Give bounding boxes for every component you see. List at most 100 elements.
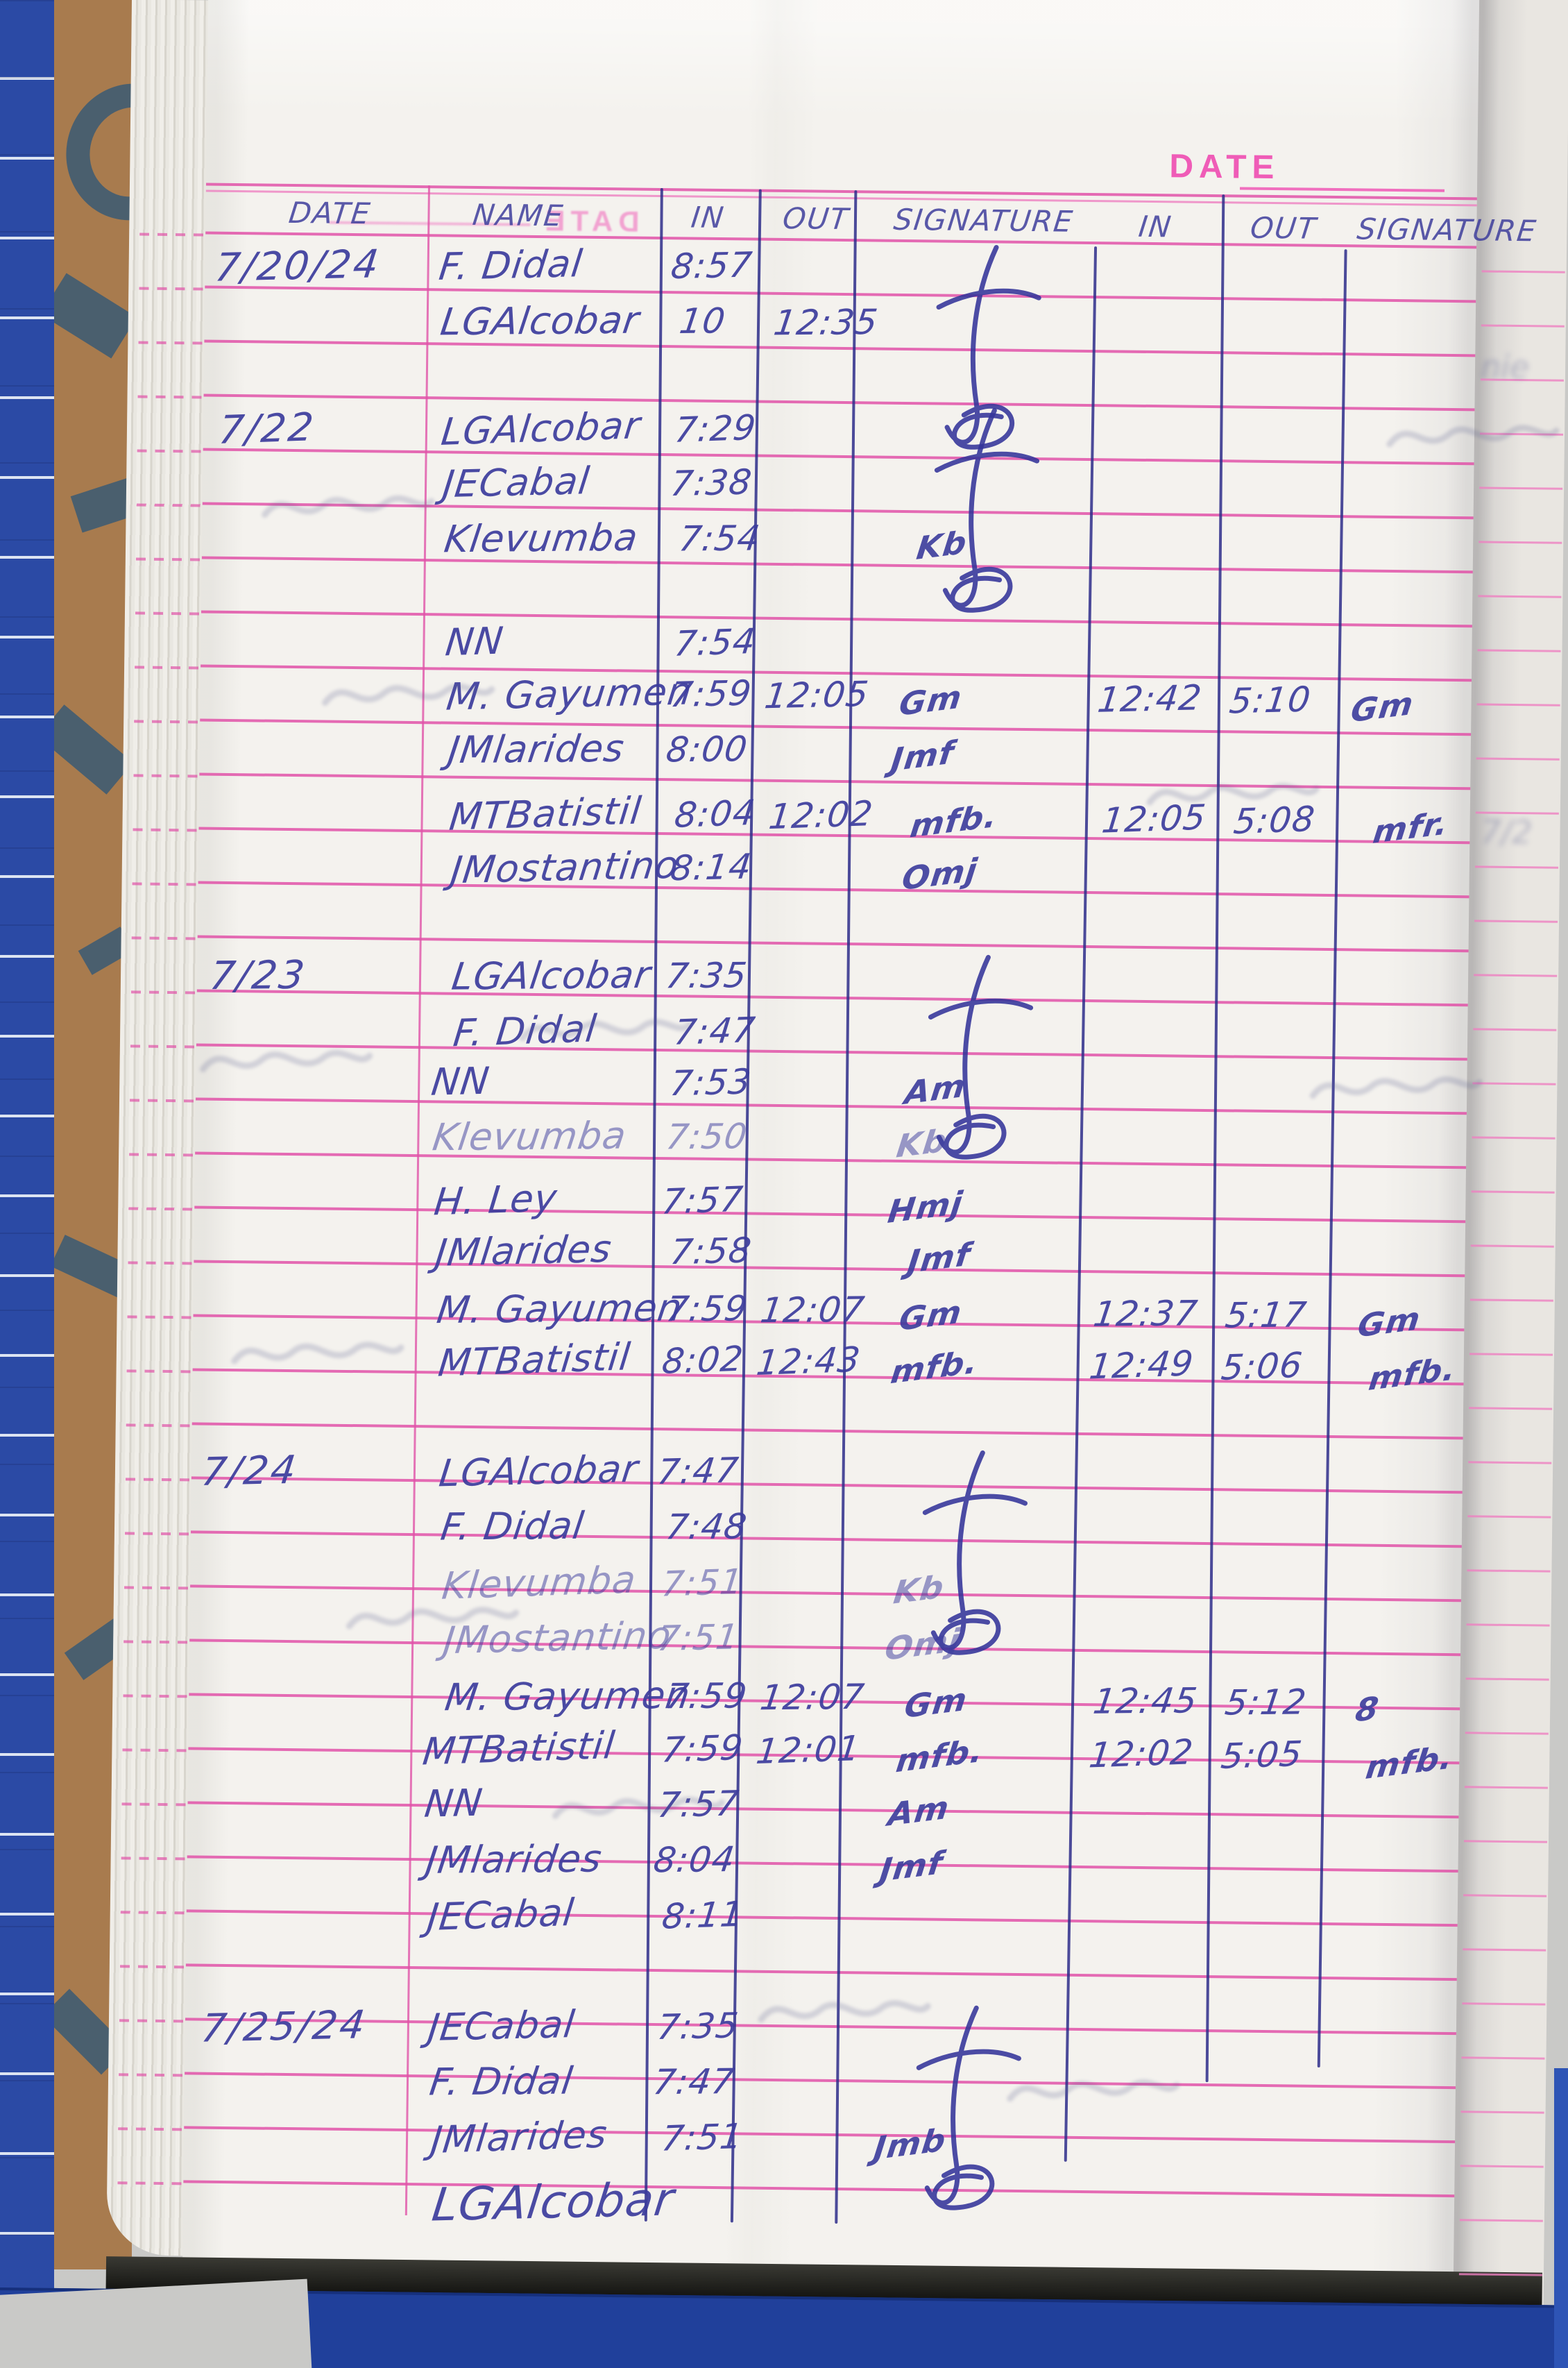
ledger-name: LGAlcobar <box>438 403 643 454</box>
ledger-name: M. Gayumen <box>442 1673 694 1720</box>
bleedthrough-squiggle <box>322 683 495 707</box>
printed-date-label: DATE <box>1169 148 1280 187</box>
notebook-cover-left-edge <box>0 0 54 2297</box>
ledger-name: Klevumba <box>441 515 641 561</box>
ledger-in1: 7:29 <box>672 407 758 450</box>
ledger-in1: 8:11 <box>660 1893 746 1937</box>
ledger-in1: 8:04 <box>651 1839 738 1881</box>
bleedthrough-squiggle <box>758 1999 931 2023</box>
ledger-in1: 7:59 <box>668 673 754 716</box>
ledger-in1: 8:00 <box>663 729 751 770</box>
ledger-in1: 7:47 <box>655 1450 741 1493</box>
ledger-in2: 12:42 <box>1095 677 1204 720</box>
bleedthrough-squiggle <box>1309 1076 1483 1099</box>
ledger-out2: 5:17 <box>1222 1294 1309 1336</box>
ledger-name: LGAlcobar <box>438 298 642 344</box>
ledger-out1: 12:43 <box>754 1339 863 1383</box>
ledger-name: JECabal <box>425 2002 578 2049</box>
ledger-name: Klevumba <box>429 1113 629 1160</box>
ledger-name: MTBatistil <box>420 1723 617 1774</box>
ledger-name: JECabal <box>425 1891 577 1940</box>
ledger-entries: 7/20/24 F. Didal 8:57 LGAlcobar 10 12:35 7/22 L… <box>0 0 1568 2231</box>
ledger-in1: 7:59 <box>660 1727 746 1770</box>
ledger-name: JECabal <box>440 459 593 507</box>
ledger-in2: 12:49 <box>1087 1343 1196 1387</box>
ledger-out1: 12:05 <box>762 673 871 717</box>
ledger-in1: 7:53 <box>667 1061 754 1104</box>
ledger-name: LGAlcobar <box>449 952 654 999</box>
column-header-out: OUT <box>781 201 851 237</box>
bleedthrough-squiggle <box>552 1796 726 1819</box>
ledger-name: LGAlcobar <box>429 2172 677 2232</box>
ledger-in1: 8:57 <box>669 244 755 287</box>
ledger-out1: 12:35 <box>771 302 880 344</box>
ledger-name: MTBatistil <box>447 788 645 839</box>
ledger-in1: 7:48 <box>663 1506 750 1548</box>
ledger-date: 7/24 <box>198 1447 300 1495</box>
ledger-name: NN <box>429 1058 493 1104</box>
ledger-in1: 7:51 <box>659 1561 745 1605</box>
ledger-in1: 8:02 <box>660 1338 746 1382</box>
ledger-name: MTBatistil <box>436 1335 633 1385</box>
signature-mark: Kb <box>914 523 969 567</box>
column-header-in-2: IN <box>1136 209 1175 244</box>
ledger-name: LGAlcobar <box>436 1446 641 1496</box>
ledger-in1: 7:54 <box>672 621 758 664</box>
signature-flourish <box>928 954 1034 1160</box>
bleedthrough-squiggle <box>262 495 435 518</box>
signature-flourish <box>916 2005 1021 2210</box>
ledger-date: 7/22 <box>216 405 318 453</box>
signature-flourish <box>934 407 1040 613</box>
ledger-out1: 12:07 <box>758 1676 867 1718</box>
signature-mark: Kb <box>894 1122 950 1165</box>
bleedthrough-squiggle <box>231 1342 404 1364</box>
column-header-out-2: OUT <box>1248 210 1319 246</box>
signature-flourish <box>922 1450 1028 1655</box>
ledger-date: 7/23 <box>207 952 309 999</box>
signature-mark: 8 <box>1353 1689 1381 1730</box>
ledger-out2: 5:05 <box>1218 1734 1305 1777</box>
ledger-name: F. Didal <box>436 242 586 289</box>
ledger-in1: 7:38 <box>668 462 755 505</box>
ledger-in1: 7:47 <box>651 2061 738 2103</box>
column-header-in: IN <box>689 200 727 235</box>
column-header-name: NAME <box>470 197 566 233</box>
notebook-cover-right-edge <box>1554 2068 1568 2368</box>
ledger-in1: 7:54 <box>676 518 763 559</box>
ledger-out1: 12:07 <box>758 1289 867 1331</box>
ledger-name: NN <box>443 618 506 665</box>
ledger-in2: 12:45 <box>1091 1680 1200 1722</box>
right-page-ghost-text: 7/2 <box>1481 813 1533 852</box>
column-header-signature-2: SIGNATURE <box>892 202 1076 239</box>
ledger-in2: 12:37 <box>1091 1293 1200 1335</box>
bleedthrough-marks: 7/2 nie <box>0 0 1568 2102</box>
ledger-name: H. Ley <box>432 1176 560 1224</box>
column-header-signature-2: SIGNATURE <box>1355 212 1540 248</box>
ledger-name: F. Didal <box>438 1503 587 1549</box>
ledger-out1: 12:02 <box>767 793 876 838</box>
ledger-in1: 8:04 <box>672 793 758 836</box>
ledger-name: JMlarides <box>433 1226 615 1275</box>
ledger-in1: 7:51 <box>659 2115 745 2159</box>
ledger-in1: 7:59 <box>663 1675 750 1717</box>
ledger-in1: 7:59 <box>663 1288 750 1330</box>
ledger-in1: 7:35 <box>655 2005 741 2048</box>
ledger-in1: 7:58 <box>667 1230 754 1273</box>
ledger-name: F. Didal <box>427 2058 576 2104</box>
ledger-in1: 7:51 <box>655 1616 742 1659</box>
ledger-name: NN <box>422 1780 486 1826</box>
signature-mark: Kb <box>891 1568 946 1612</box>
ledger-out2: 5:10 <box>1227 679 1313 722</box>
scanner-background-corner <box>0 2278 312 2368</box>
ledger-in1: 7:50 <box>663 1116 750 1158</box>
ledger-out1: 12:01 <box>753 1728 863 1773</box>
bleedthrough-squiggle <box>200 1049 373 1073</box>
ledger-in2: 12:02 <box>1086 1732 1196 1776</box>
ledger-name: JMlarides <box>445 726 627 772</box>
ledger-name: M. Gayumen <box>434 1285 685 1333</box>
ledger-date: 7/20/24 <box>212 242 383 291</box>
ledger-in1: 7:57 <box>660 1178 746 1222</box>
ledger-in1: 8:14 <box>668 846 754 889</box>
bleedthrough-squiggle <box>346 1607 520 1630</box>
